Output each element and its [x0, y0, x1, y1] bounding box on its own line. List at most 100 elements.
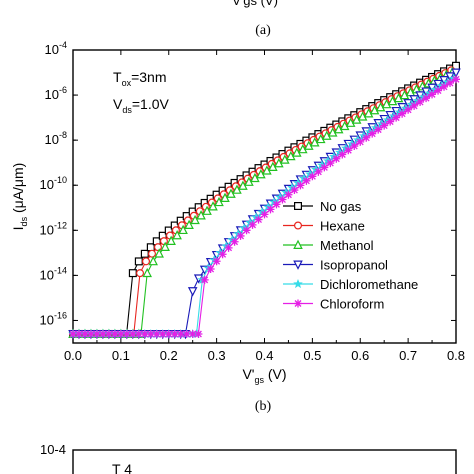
data-point [294, 299, 302, 308]
legend-item: Hexane [283, 219, 365, 234]
data-point [230, 237, 239, 246]
y-axis-label: Ids (μA/μm) [10, 163, 29, 231]
legend-item: Chloroform [283, 297, 384, 312]
data-point [212, 257, 221, 266]
data-point [153, 243, 162, 252]
data-point [190, 214, 200, 225]
bottom-panel-remnant: 10-4 T 4 [40, 442, 457, 474]
data-point [194, 329, 203, 338]
data-point [165, 231, 174, 240]
x-tick-label: 0.4 [255, 348, 273, 363]
data-point [374, 125, 383, 134]
data-point [296, 181, 305, 190]
data-point [176, 329, 185, 338]
data-point [206, 265, 215, 274]
data-point [398, 109, 407, 118]
data-point [410, 101, 419, 110]
data-point [128, 269, 137, 278]
data-point [326, 159, 335, 168]
x-tick-label: 0.8 [447, 348, 465, 363]
data-point [392, 113, 401, 122]
device-annotation: Vds=1.0V [113, 96, 169, 115]
data-point [69, 329, 77, 338]
y-tick-label: 10-16 [40, 310, 67, 327]
series-chloroform [69, 75, 460, 338]
data-point [293, 260, 303, 270]
data-point [160, 241, 170, 251]
data-point [166, 235, 176, 245]
data-point [110, 329, 119, 338]
data-point [128, 329, 137, 338]
data-point [416, 98, 425, 107]
data-point [170, 329, 179, 338]
data-point [140, 329, 149, 338]
data-point [380, 121, 389, 130]
data-point [422, 94, 431, 103]
data-point [266, 205, 275, 214]
x-tick-label: 0.1 [112, 348, 130, 363]
x-tick-label: 0.3 [208, 348, 226, 363]
data-point [302, 176, 311, 185]
x-tick-label: 0.6 [351, 348, 369, 363]
y-tick-label: 10-14 [40, 265, 67, 282]
data-point [136, 269, 145, 278]
data-point [86, 329, 95, 338]
data-point [451, 68, 461, 78]
data-point [74, 329, 83, 338]
data-point [404, 105, 413, 114]
data-point [368, 129, 377, 138]
caption-a: (a) [255, 23, 271, 38]
data-point [236, 231, 245, 240]
data-point [446, 79, 455, 88]
y-tick-label: 10-4 [45, 40, 67, 57]
legend-item: No gas [283, 199, 362, 214]
data-point [159, 237, 168, 246]
data-point [116, 329, 125, 338]
data-point [196, 210, 206, 220]
legend-label: Isopropanol [320, 258, 388, 273]
y-tick-label: 10-10 [40, 175, 67, 192]
data-point [80, 329, 89, 338]
legend-item: Methanol [283, 238, 374, 253]
y-tick-label: 10-6 [45, 85, 67, 102]
legend-item: Isopropanol [283, 258, 388, 273]
data-point [428, 90, 437, 99]
data-point [172, 230, 182, 240]
data-point [350, 142, 359, 151]
bottom-annotation-fragment: T 4 [112, 461, 132, 474]
legend-label: Methanol [320, 238, 374, 253]
data-point [147, 249, 156, 258]
legend-item: Dichloromethane [283, 277, 418, 292]
x-tick-label: 0.2 [160, 348, 178, 363]
data-point [182, 329, 191, 338]
bottom-y-top-tick: 10-4 [40, 442, 66, 457]
plot-b: 0.0 0.1 0.2 0.3 0.4 0.5 0.6 0.7 0.8 10-4 10-6 10-8 1… [10, 40, 465, 385]
data-point [293, 239, 303, 249]
data-point [152, 329, 161, 338]
data-point [260, 210, 269, 219]
y-tick-label: 10-8 [45, 130, 67, 147]
data-point [248, 220, 257, 229]
legend-label: Hexane [320, 219, 365, 234]
data-point [439, 76, 449, 86]
legend-label: Chloroform [320, 297, 384, 312]
data-point [142, 267, 152, 278]
data-point [142, 257, 151, 266]
data-point [284, 190, 293, 199]
data-point [187, 287, 198, 297]
data-point [148, 255, 158, 266]
data-point [188, 329, 197, 338]
caption-b: (b) [255, 399, 272, 414]
data-point [158, 329, 167, 338]
data-point [356, 137, 365, 146]
data-point [178, 224, 188, 235]
device-annotation: Tox=3nm [113, 69, 167, 88]
data-point [146, 329, 155, 338]
data-point [293, 278, 303, 289]
data-point [434, 86, 443, 95]
data-point [140, 249, 149, 258]
data-point [218, 250, 227, 259]
data-point [202, 205, 212, 215]
data-point [254, 215, 263, 224]
data-point [386, 117, 395, 126]
